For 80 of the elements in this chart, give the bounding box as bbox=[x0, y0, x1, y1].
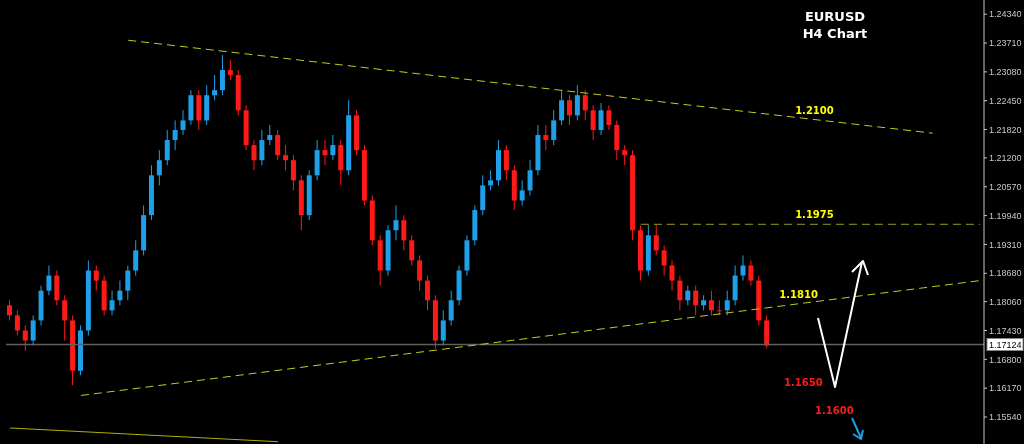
candlestick bbox=[566, 94, 572, 126]
candlestick bbox=[559, 89, 565, 126]
candlestick bbox=[440, 309, 446, 347]
candlestick bbox=[582, 89, 588, 121]
candlestick bbox=[259, 129, 265, 166]
candlestick bbox=[669, 259, 675, 292]
candlestick bbox=[598, 102, 604, 136]
y-tick-label: 1.18060 bbox=[989, 296, 1022, 307]
candlestick bbox=[574, 84, 580, 121]
candlestick bbox=[7, 299, 12, 321]
ref-line-label: 1.17124 bbox=[989, 339, 1022, 350]
y-tick-label: 1.20570 bbox=[989, 181, 1022, 192]
candlestick bbox=[62, 294, 68, 342]
candlestick bbox=[740, 254, 746, 282]
candlestick bbox=[267, 124, 273, 146]
y-tick-label: 1.19310 bbox=[989, 239, 1022, 250]
candlestick bbox=[156, 149, 162, 186]
candlestick bbox=[219, 54, 225, 96]
candlestick bbox=[164, 129, 170, 166]
candlestick bbox=[125, 264, 131, 301]
candlestick bbox=[14, 309, 20, 337]
candlestick bbox=[22, 324, 28, 352]
y-tick-label: 1.15540 bbox=[989, 412, 1022, 423]
candlestick bbox=[401, 214, 407, 251]
annotation: 1.1600 bbox=[815, 405, 854, 416]
candlestick bbox=[393, 205, 399, 241]
y-tick-label: 1.16170 bbox=[989, 383, 1022, 394]
y-tick-label: 1.22450 bbox=[989, 95, 1022, 106]
y-tick-label: 1.23080 bbox=[989, 67, 1022, 78]
y-tick-label: 1.21200 bbox=[989, 153, 1022, 164]
candlestick bbox=[322, 139, 328, 166]
candlestick bbox=[30, 314, 36, 347]
y-tick-label: 1.19940 bbox=[989, 210, 1022, 221]
candlestick bbox=[590, 104, 596, 141]
candlestick bbox=[330, 134, 336, 161]
candlestick bbox=[212, 74, 218, 101]
candlestick bbox=[685, 285, 691, 306]
annotation: 1.1650 bbox=[784, 377, 823, 388]
candlestick bbox=[693, 285, 699, 316]
candlestick bbox=[748, 259, 754, 287]
candlestick bbox=[109, 290, 115, 316]
candlestick bbox=[290, 154, 296, 191]
text: H4 Chart bbox=[801, 25, 869, 42]
y-tick-label: 1.16800 bbox=[989, 354, 1022, 365]
candlestick bbox=[409, 234, 415, 266]
candlestick bbox=[227, 59, 233, 81]
candlestick bbox=[448, 290, 454, 326]
candlestick bbox=[606, 104, 612, 131]
candlestick bbox=[251, 139, 257, 171]
candlestick bbox=[661, 244, 667, 277]
candlestick bbox=[275, 129, 281, 161]
y-tick-label: 1.17430 bbox=[989, 325, 1022, 336]
candlestick bbox=[180, 109, 186, 136]
series-label: 1.1810 bbox=[779, 288, 818, 300]
candlestick bbox=[708, 290, 714, 316]
y-tick-label: 1.21820 bbox=[989, 124, 1022, 135]
candlestick bbox=[417, 254, 423, 292]
candlestick bbox=[117, 280, 123, 306]
candlestick bbox=[724, 290, 730, 316]
candlestick bbox=[622, 144, 628, 166]
candlestick bbox=[503, 144, 509, 181]
candlestick bbox=[519, 179, 525, 207]
candlestick bbox=[133, 239, 139, 277]
candlestick bbox=[551, 109, 557, 146]
text: EURUSD bbox=[803, 8, 867, 25]
y-tick-label: 1.24340 bbox=[989, 9, 1022, 20]
candlestick bbox=[172, 119, 178, 151]
candlestick bbox=[93, 264, 99, 292]
candlestick bbox=[653, 224, 659, 256]
candlestick bbox=[543, 124, 549, 151]
candlestick bbox=[425, 275, 431, 311]
candlestick bbox=[527, 159, 533, 196]
y-tick-label: 1.23710 bbox=[989, 38, 1022, 49]
candlestick bbox=[46, 264, 52, 296]
series-label: 1.2100 bbox=[795, 104, 834, 116]
candlestick bbox=[677, 275, 683, 311]
candlestick bbox=[283, 144, 289, 171]
series-label: 1.1975 bbox=[795, 209, 834, 221]
candlestick bbox=[488, 169, 494, 191]
y-tick-label: 1.18680 bbox=[989, 268, 1022, 279]
